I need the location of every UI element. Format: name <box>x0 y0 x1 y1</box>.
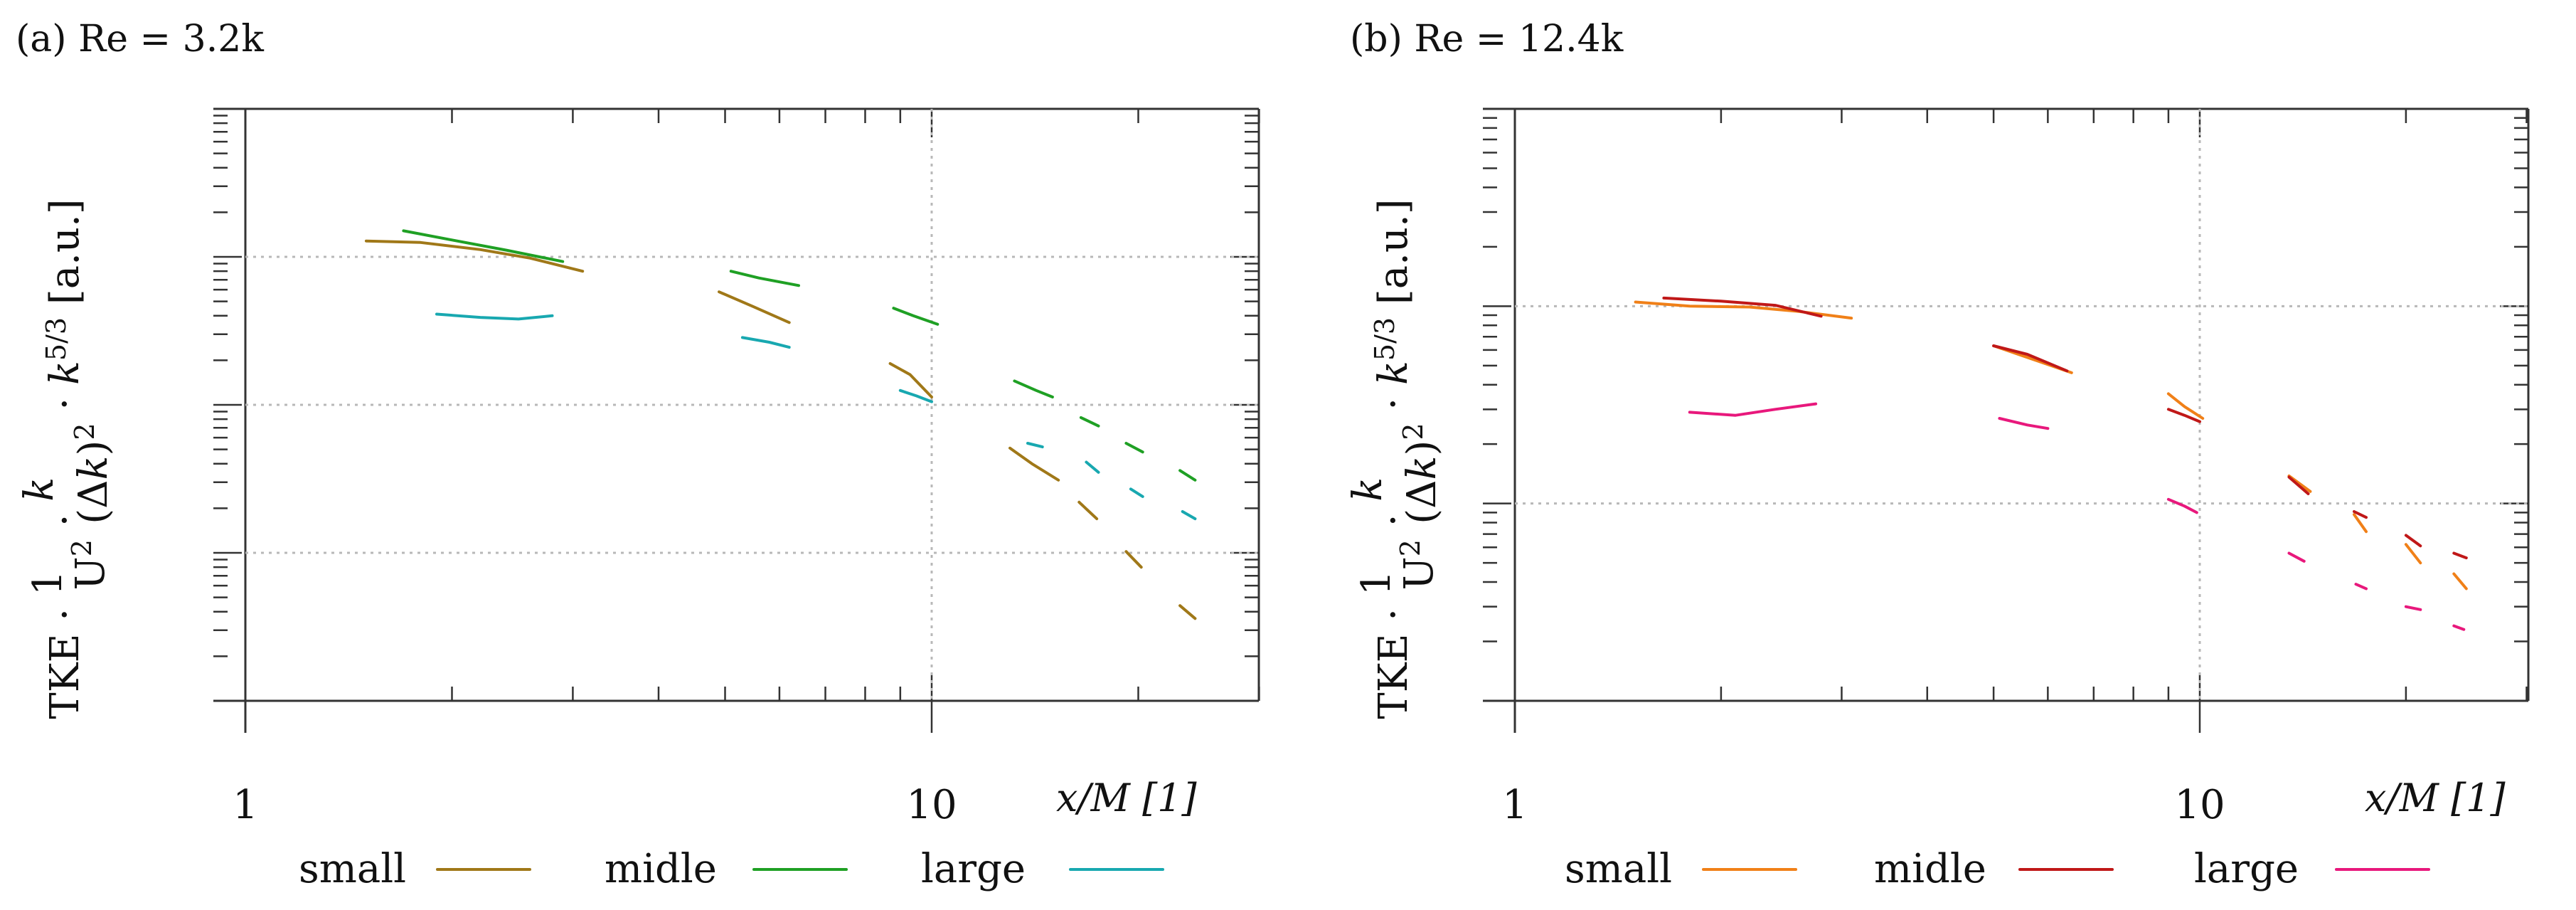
series-midle-segment-6 <box>1124 442 1144 454</box>
legend: small midle large <box>1565 846 2430 892</box>
grid-lines <box>1515 109 2528 701</box>
panel-label: (b) Re = 12.4k <box>1350 18 1624 60</box>
series-large-segment-2 <box>1998 417 2050 430</box>
axis-ticks <box>213 109 1260 733</box>
series-midle-segment-5 <box>2353 510 2368 519</box>
series-small-segment-3 <box>2166 392 2205 420</box>
svg-text:TKE · 1U2 ·: TKE · 1U2 · k (Δk)2 · k5/3 [a.u.] <box>16 199 117 719</box>
series-large-segment-4 <box>2287 551 2306 563</box>
series-large-segment-3 <box>2166 497 2198 514</box>
grid-lines <box>245 109 1259 701</box>
legend-label-large: large <box>2194 846 2299 892</box>
x-tick-label-10: 10 <box>2174 782 2225 828</box>
chart-panel-b: (b) Re = 12.4k TKE · 1U2 · k (Δk)2 · k5/3… <box>1345 18 2530 892</box>
chart-panel-a: (a) Re = 3.2k TKE · 1U2 · k (Δk)2 · k5/3 … <box>16 18 1260 892</box>
x-tick-label-1: 1 <box>1502 782 1528 828</box>
series-midle-segment-5 <box>1079 416 1100 428</box>
series-small-segment-7 <box>2452 572 2468 591</box>
series-small-segment-5 <box>2353 513 2368 534</box>
series-large-segment-2 <box>740 336 791 349</box>
series-group <box>1634 296 2468 631</box>
series-large-segment-6 <box>2404 605 2422 611</box>
series-large-segment-4 <box>1026 442 1044 449</box>
axis-ticks <box>1483 109 2528 733</box>
panel-label: (a) Re = 3.2k <box>16 18 264 60</box>
x-tick-label-10: 10 <box>906 782 957 828</box>
legend: small midle large <box>299 846 1164 892</box>
series-midle-segment-7 <box>1178 469 1197 482</box>
series-midle-segment-1 <box>1662 296 1823 318</box>
series-large-segment-7 <box>2452 624 2466 631</box>
series-midle-segment-4 <box>2287 475 2310 495</box>
svg-text:TKE · 1U2 ·: TKE · 1U2 · k (Δk)2 · k5/3 [a.u.] <box>1345 199 1445 719</box>
series-midle-segment-2 <box>1992 344 2069 373</box>
series-large-segment-6 <box>1129 487 1144 498</box>
series-midle-segment-6 <box>2404 534 2422 548</box>
series-large-segment-1 <box>435 312 554 321</box>
series-group <box>364 229 1197 620</box>
series-small-segment-1 <box>364 239 585 273</box>
x-axis-label: x/M [1] <box>1056 776 1198 820</box>
x-axis-label: x/M [1] <box>2365 776 2506 820</box>
series-small-segment-4 <box>1008 446 1060 482</box>
series-small-segment-5 <box>1077 500 1099 521</box>
y-axis-label: TKE · 1U2 · k (Δk)2 · k5/3 [a.u.] <box>16 199 117 719</box>
series-small-segment-2 <box>718 290 791 324</box>
series-midle-segment-4 <box>1013 379 1054 398</box>
series-midle-segment-3 <box>2166 408 2201 423</box>
x-tick-label-1: 1 <box>233 782 258 828</box>
series-small-segment-6 <box>1124 550 1143 569</box>
series-large-segment-7 <box>1181 510 1197 521</box>
legend-label-midle: midle <box>605 846 717 892</box>
series-small-segment-3 <box>888 362 933 398</box>
legend-label-large: large <box>921 846 1026 892</box>
series-large-segment-5 <box>2354 583 2368 591</box>
series-small-segment-6 <box>2404 543 2422 565</box>
series-midle-segment-7 <box>2452 551 2468 560</box>
series-midle-segment-3 <box>892 307 940 326</box>
legend-label-midle: midle <box>1874 846 1986 892</box>
legend-label-small: small <box>299 846 406 892</box>
series-large-segment-1 <box>1688 402 1818 417</box>
series-large-segment-5 <box>1085 460 1100 474</box>
legend-label-small: small <box>1565 846 1672 892</box>
series-midle-segment-2 <box>729 270 800 287</box>
series-midle-segment-1 <box>402 229 565 263</box>
series-large-segment-3 <box>898 388 933 403</box>
series-small-segment-7 <box>1178 604 1197 620</box>
y-axis-label: TKE · 1U2 · k (Δk)2 · k5/3 [a.u.] <box>1345 199 1445 719</box>
